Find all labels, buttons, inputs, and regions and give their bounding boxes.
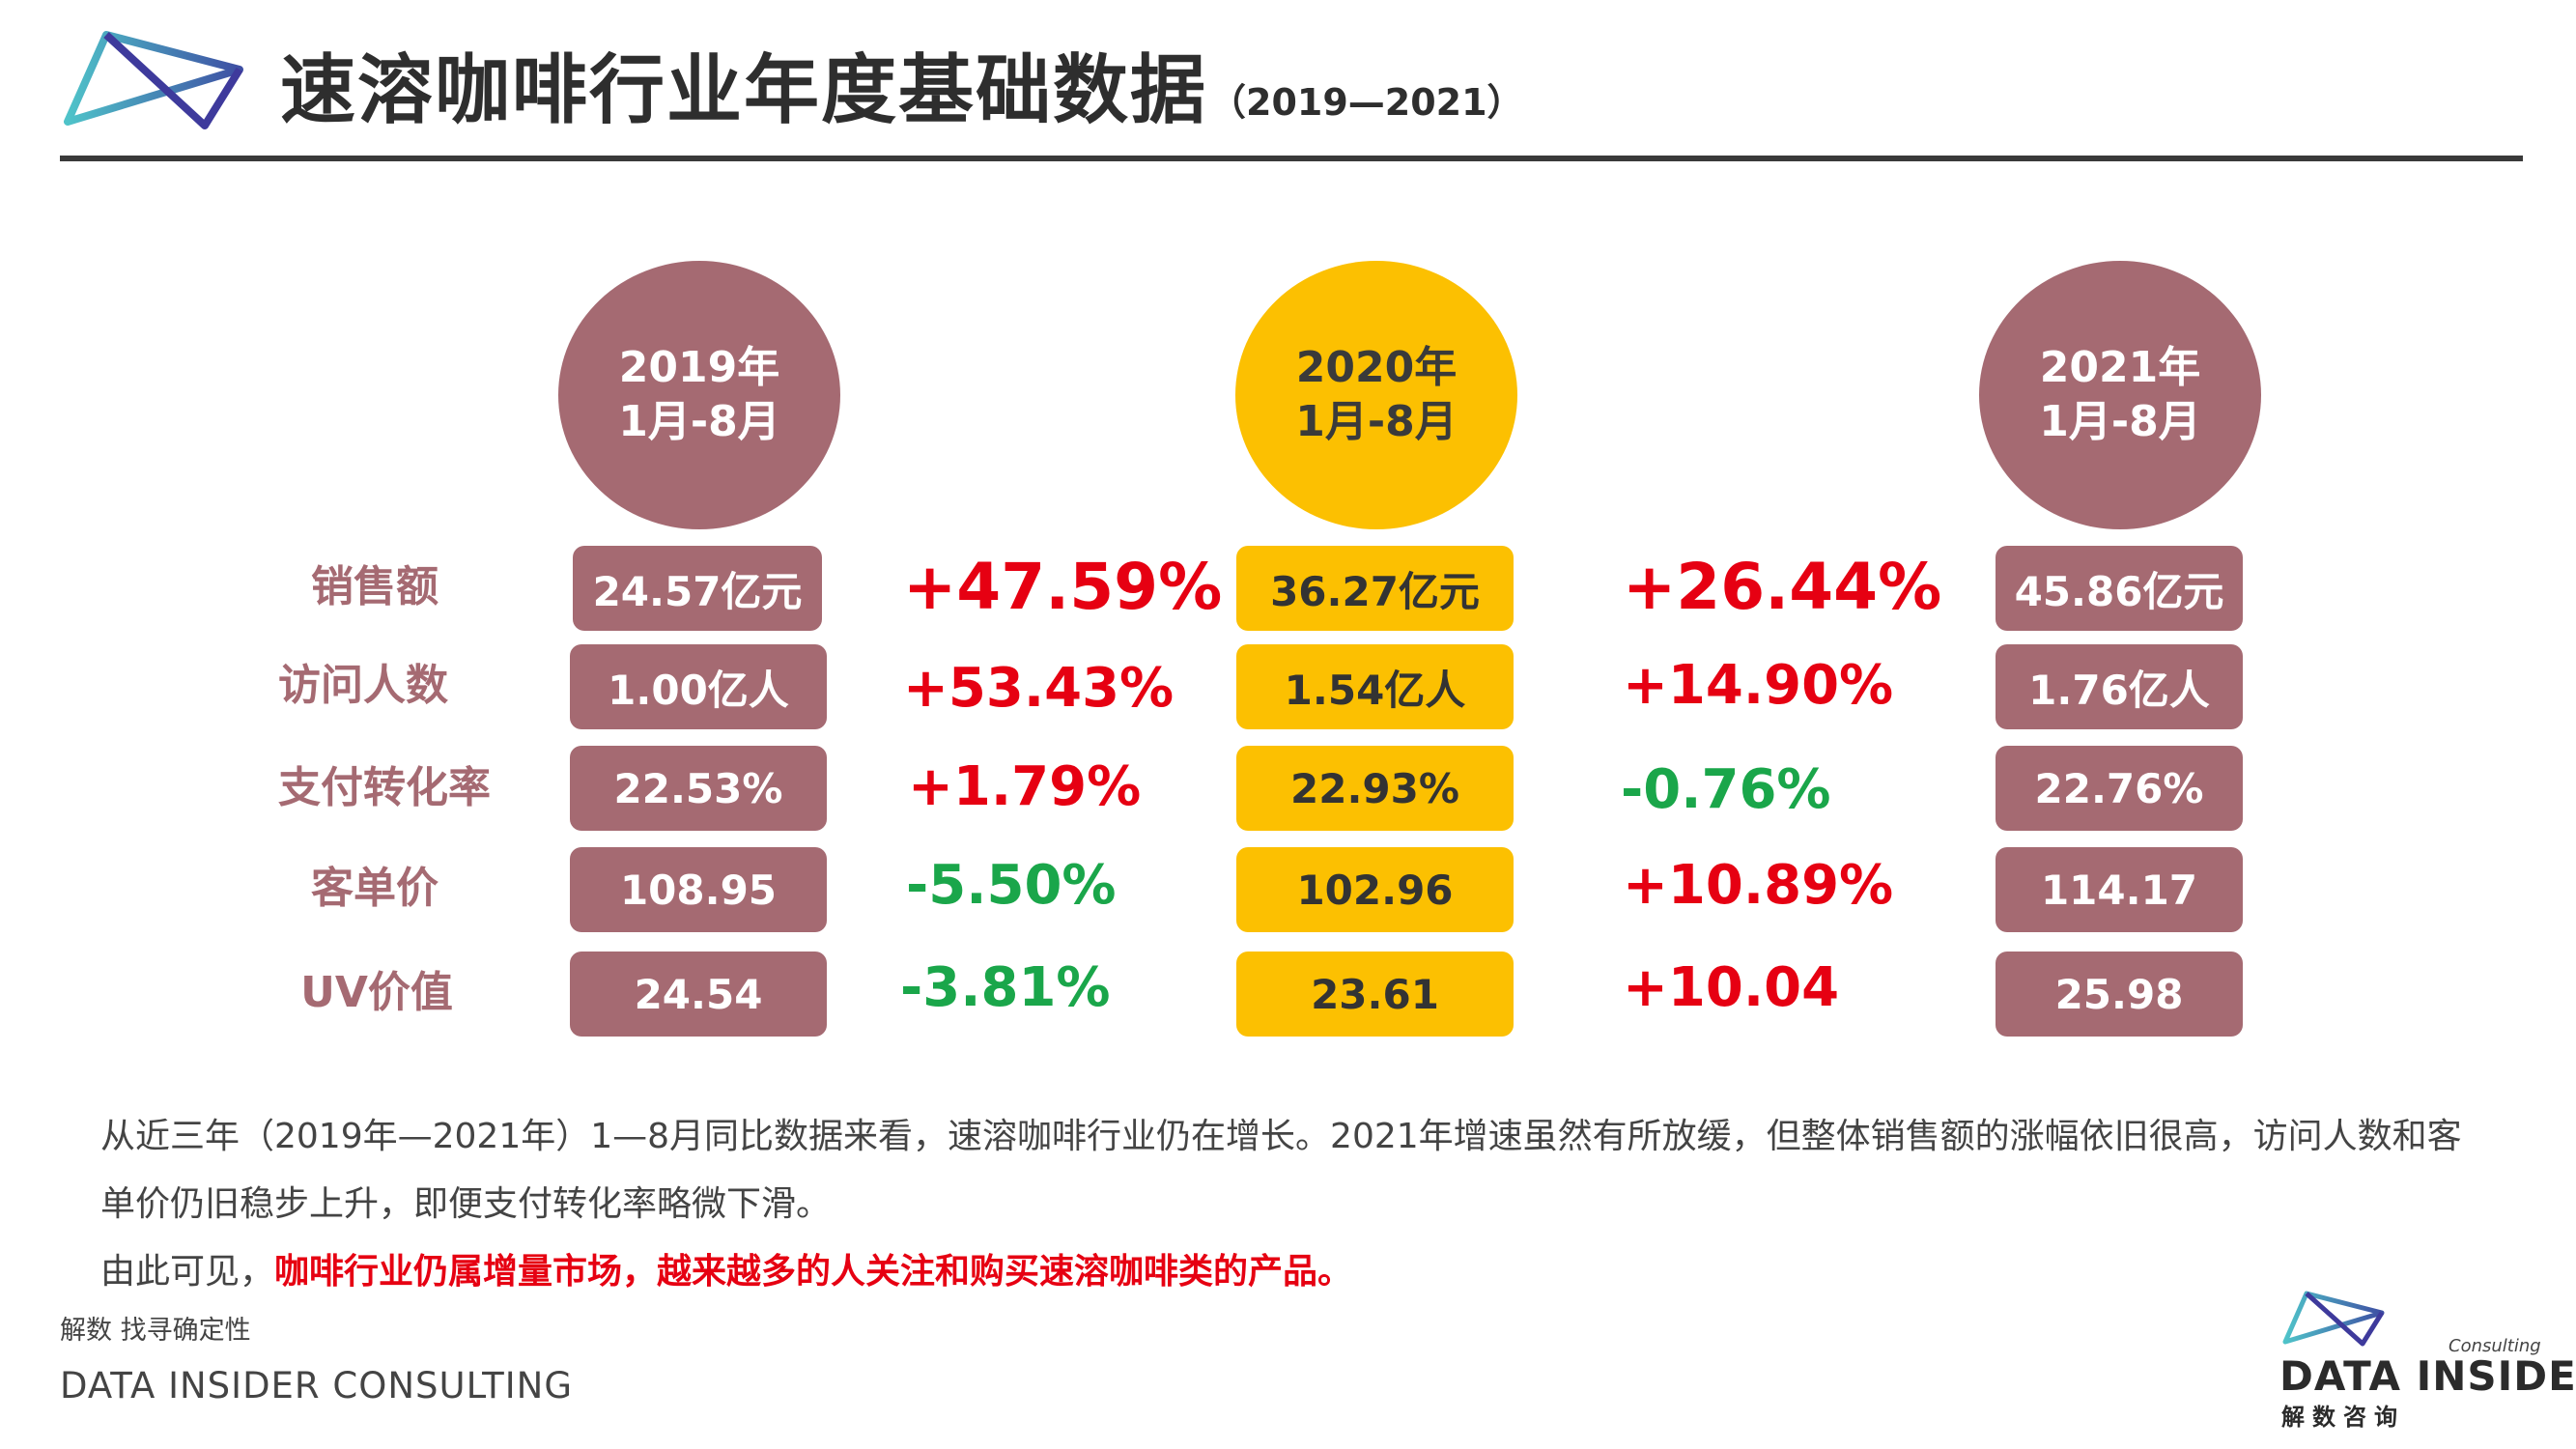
value-2021-conversion: 22.76%	[1996, 746, 2243, 831]
conclusion-prefix: 由此可见，	[100, 1252, 275, 1292]
change-2020-2021-visitors: +14.90%	[1623, 654, 1894, 717]
year-circle-2019: 2019年 1月-8月	[558, 261, 840, 529]
value-2019-conversion: 22.53%	[570, 746, 827, 831]
value-2021-order-value: 114.17	[1996, 847, 2243, 932]
value-2019-order-value: 108.95	[570, 847, 827, 932]
row-label-uv-value: UV价值	[300, 968, 453, 1017]
header-divider	[60, 156, 2523, 161]
period-label: 1月-8月	[1295, 397, 1458, 446]
row-label-conversion: 支付转化率	[278, 763, 491, 812]
brand-logo-icon	[2282, 1291, 2385, 1347]
year-label: 2019年	[618, 343, 780, 392]
row-label-sales: 销售额	[311, 562, 439, 611]
change-2020-2021-order-value: +10.89%	[1623, 854, 1894, 917]
change-2020-2021-uv-value: +10.04	[1623, 956, 1840, 1019]
change-2019-2020-conversion: +1.79%	[908, 755, 1142, 818]
footer-tagline: 解数 找寻确定性	[60, 1316, 251, 1346]
year-circle-2021: 2021年 1月-8月	[1979, 261, 2261, 529]
change-2019-2020-sales: +47.59%	[903, 550, 1223, 624]
period-label: 1月-8月	[618, 397, 780, 446]
page-title: 速溶咖啡行业年度基础数据	[280, 47, 1208, 134]
row-label-visitors: 访问人数	[278, 661, 448, 710]
value-2020-sales: 36.27亿元	[1236, 546, 1514, 631]
value-2020-uv-value: 23.61	[1236, 952, 1514, 1037]
brand-consulting-label: Consulting	[2449, 1336, 2541, 1356]
value-2019-visitors: 1.00亿人	[570, 644, 827, 729]
change-2020-2021-sales: +26.44%	[1623, 550, 1942, 624]
conclusion-emphasis: 咖啡行业仍属增量市场，越来越多的人关注和购买速溶咖啡类的产品。	[274, 1252, 1353, 1292]
brand-chinese-name: 解数咨询	[2281, 1404, 2405, 1431]
value-2021-sales: 45.86亿元	[1996, 546, 2243, 631]
value-2019-sales: 24.57亿元	[573, 546, 822, 631]
brand-name: DATA INSIDER	[2279, 1352, 2576, 1400]
triangle-bowtie-logo-icon	[64, 31, 243, 129]
change-2019-2020-uv-value: -3.81%	[900, 956, 1111, 1019]
summary-paragraph: 从近三年（2019年—2021年）1—8月同比数据来看，速溶咖啡行业仍在增长。2…	[100, 1117, 2462, 1224]
value-2021-visitors: 1.76亿人	[1996, 644, 2243, 729]
value-2019-uv-value: 24.54	[570, 952, 827, 1037]
change-2019-2020-order-value: -5.50%	[906, 854, 1117, 917]
change-2020-2021-conversion: -0.76%	[1621, 758, 1831, 821]
year-circle-2020: 2020年 1月-8月	[1235, 261, 1517, 529]
summary-conclusion: 由此可见，咖啡行业仍属增量市场，越来越多的人关注和购买速溶咖啡类的产品。	[100, 1238, 1352, 1306]
period-label: 1月-8月	[2039, 397, 2201, 446]
value-2021-uv-value: 25.98	[1996, 952, 2243, 1037]
value-2020-order-value: 102.96	[1236, 847, 1514, 932]
value-2020-visitors: 1.54亿人	[1236, 644, 1514, 729]
footer-company: DATA INSIDER CONSULTING	[60, 1365, 573, 1406]
change-2019-2020-visitors: +53.43%	[903, 657, 1175, 720]
page-subtitle: （2019—2021）	[1209, 81, 1524, 124]
row-label-order-value: 客单价	[311, 864, 439, 913]
year-label: 2021年	[2039, 343, 2201, 392]
year-label: 2020年	[1295, 343, 1458, 392]
value-2020-conversion: 22.93%	[1236, 746, 1514, 831]
